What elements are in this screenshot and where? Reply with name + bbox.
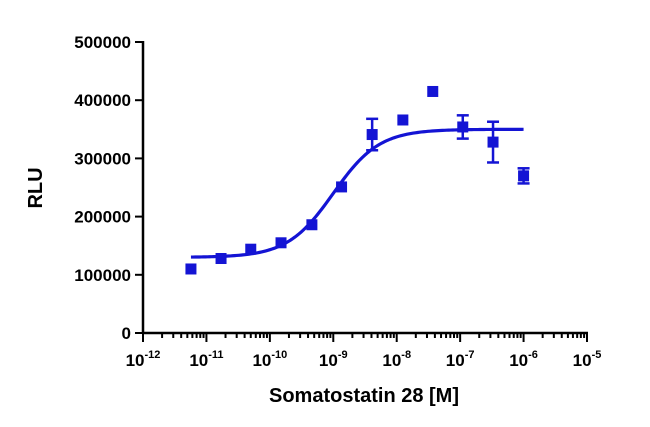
y-tick-label: 200000 xyxy=(74,208,131,227)
x-axis-title: Somatostatin 28 [M] xyxy=(269,385,459,407)
data-point xyxy=(427,85,439,97)
data-point xyxy=(336,181,348,193)
y-tick-label: 400000 xyxy=(74,91,131,110)
x-tick-label: 10-5 xyxy=(573,349,602,370)
x-tick-label: 10-8 xyxy=(382,349,411,370)
y-tick-label: 300000 xyxy=(74,149,131,168)
x-axis-ticks: 10-12 10-11 10-10 10-9 10-8 10-7 10-6 10-5 xyxy=(126,333,602,370)
y-tick-label: 100000 xyxy=(74,266,131,285)
data-point xyxy=(397,114,409,126)
data-point xyxy=(306,219,318,231)
data-point xyxy=(366,129,378,141)
fit-curve-layer xyxy=(190,127,524,259)
data-point xyxy=(457,121,469,133)
fit-curve xyxy=(190,127,524,259)
x-tick-label: 10-6 xyxy=(509,349,538,370)
data-point xyxy=(185,263,197,275)
x-tick-label: 10-12 xyxy=(126,349,161,370)
data-point xyxy=(487,136,499,148)
data-point xyxy=(215,253,227,265)
y-tick-label: 0 xyxy=(122,324,131,343)
y-axis-title: RLU xyxy=(25,167,47,208)
data-point xyxy=(275,237,287,249)
data-points-layer xyxy=(185,85,530,275)
x-tick-label: 10-10 xyxy=(252,349,287,370)
data-point xyxy=(245,243,257,255)
x-tick-label: 10-11 xyxy=(189,349,223,370)
y-tick-label: 500000 xyxy=(74,33,131,52)
data-point xyxy=(518,170,530,182)
y-axis-ticks: 0 100000 200000 300000 400000 500000 xyxy=(74,33,143,343)
x-tick-label: 10-7 xyxy=(446,349,475,370)
axes xyxy=(141,41,588,335)
x-tick-label: 10-9 xyxy=(319,349,348,370)
